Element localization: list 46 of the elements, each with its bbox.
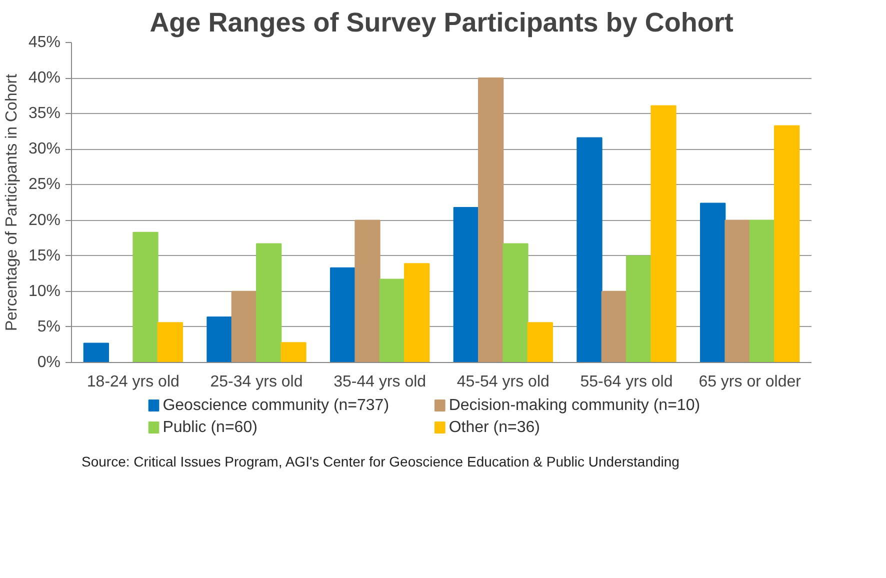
bar: [330, 267, 356, 362]
y-tick-label: 0%: [37, 354, 60, 371]
bar: [256, 243, 282, 362]
x-tick-label: 25-34 yrs old: [210, 374, 303, 390]
bar: [206, 316, 232, 362]
y-tick-label: 5%: [37, 318, 60, 336]
y-tick-label: 35%: [28, 105, 61, 122]
legend-label: Public (n=60): [162, 419, 258, 436]
y-tick-label: 45%: [28, 34, 61, 51]
x-tick-label: 45-54 yrs old: [456, 374, 550, 390]
y-tick-label: 40%: [28, 70, 61, 87]
bar: [83, 342, 109, 362]
x-tick-label: 18-24 yrs old: [86, 374, 180, 390]
bar: [478, 78, 504, 362]
y-axis-title: Percentage of Participants in Cohort: [3, 73, 20, 332]
bar: [626, 255, 652, 362]
legend-label: Other (n=36): [448, 419, 540, 436]
bar: [502, 243, 528, 362]
legend-label: Decision-making community (n=10): [448, 397, 700, 414]
y-tick-label: 25%: [28, 176, 61, 194]
bar: [354, 220, 380, 362]
bar: [774, 125, 800, 362]
bar: [132, 232, 158, 362]
bar: [724, 220, 750, 362]
y-tick-label: 10%: [28, 282, 61, 300]
bar: [700, 202, 726, 362]
x-tick-label: 65 yrs or older: [698, 374, 802, 390]
bar: [379, 278, 405, 362]
x-tick-label: 35-44 yrs old: [334, 374, 426, 390]
bar: [576, 137, 602, 362]
bar: [527, 322, 553, 362]
y-tick-label: 15%: [28, 247, 61, 264]
bar: [650, 105, 676, 362]
chart-title: Age Ranges of Survey Participants by Cohort: [150, 8, 734, 38]
bar: [157, 322, 183, 362]
bar: [453, 206, 479, 362]
y-tick-label: 30%: [28, 140, 61, 158]
y-tick-label: 20%: [28, 212, 61, 229]
bar: [601, 290, 627, 362]
bar: [749, 220, 775, 362]
source-note: Source: Critical Issues Program, AGI's Center for Geoscience Education & Public Understanding: [82, 454, 680, 470]
bar: [231, 290, 257, 362]
bar: [404, 263, 430, 362]
bar: [280, 342, 306, 362]
legend-label: Geoscience community (n=737): [162, 397, 390, 414]
x-tick-label: 55-64 yrs old: [580, 374, 673, 390]
